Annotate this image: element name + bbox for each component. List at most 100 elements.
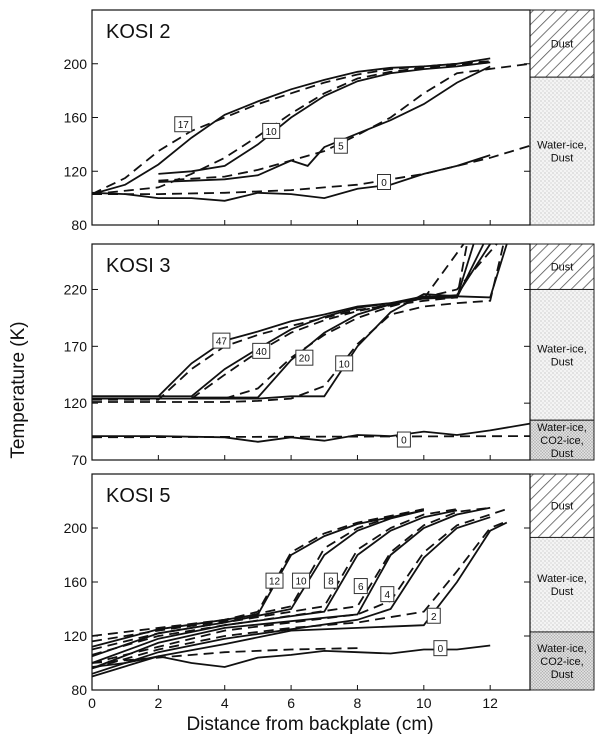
series-0: 0 (91, 144, 531, 202)
series-2: 2 (91, 520, 508, 678)
y-tick-label: 200 (64, 56, 88, 72)
series-dashed-line (190, 243, 465, 400)
series-label: 8 (328, 577, 334, 588)
x-tick-label: 2 (154, 695, 162, 711)
series-solid-line (92, 243, 475, 398)
y-tick-label: 220 (64, 281, 88, 297)
y-tick-label: 80 (71, 682, 87, 698)
series-solid-line (158, 61, 491, 175)
series-label: 0 (401, 436, 407, 447)
series-17: 17 (91, 57, 491, 195)
y-axis-label: Temperature (K) (8, 321, 29, 458)
layer-label: Dust (551, 262, 574, 274)
series-dashed-line (91, 60, 491, 195)
series-label-box (353, 578, 368, 595)
x-tick-label: 8 (354, 695, 362, 711)
series-4: 4 (91, 508, 508, 675)
series-label-box (333, 137, 348, 154)
series-20: 20 (191, 243, 498, 400)
series-label: 10 (295, 577, 307, 588)
panel-2: Dust Water-ice, Dust Water-ice, CO2-ice, Dust… (64, 243, 595, 468)
layer-3 (529, 631, 595, 691)
y-tick-label: 120 (64, 628, 88, 644)
series-solid-line (91, 644, 491, 668)
layer-1 (529, 473, 595, 538)
series-label: 0 (381, 178, 387, 189)
series-label: 6 (358, 582, 364, 593)
series-label: 20 (299, 354, 311, 365)
series-label: 10 (339, 359, 351, 370)
series-5: 5 (158, 62, 531, 183)
x-tick-label: 10 (416, 695, 432, 711)
series-dashed-line (158, 62, 531, 182)
y-tick-label: 120 (64, 163, 88, 179)
y-tick-label: 80 (71, 217, 87, 233)
y-tick-label: 70 (71, 452, 87, 468)
layer-label: Water-ice, Dust (537, 140, 587, 165)
series-dashed-line (92, 144, 531, 196)
plot-frame (91, 243, 531, 461)
series-solid-line (158, 65, 491, 183)
layer-2 (529, 536, 595, 633)
x-tick-label: 0 (88, 695, 96, 711)
series-label-box (323, 572, 338, 589)
series-0: 0 (91, 640, 491, 668)
series-label-box (212, 332, 231, 349)
y-tick-label: 160 (64, 574, 88, 590)
series-solid-line (91, 509, 458, 664)
series-label-box (292, 572, 311, 589)
series-dashed-line (224, 243, 498, 400)
series-dashed-line (91, 61, 491, 195)
layer-1 (529, 9, 595, 78)
layer-label: Dust (551, 39, 574, 51)
series-label-box (295, 349, 314, 366)
panel-title: KOSI 2 (106, 21, 170, 43)
series-label-box (265, 572, 284, 589)
series-label: 5 (338, 142, 344, 153)
y-tick-label: 200 (64, 520, 88, 536)
x-tick-label: 6 (287, 695, 295, 711)
series-dashed-line (91, 508, 424, 637)
series-solid-line (91, 154, 491, 202)
series-solid-line (91, 521, 508, 678)
series-8: 8 (91, 508, 458, 664)
series-10: 10 (91, 61, 491, 195)
series-10: 10 (91, 508, 425, 658)
panel-1: Dust Water-ice, Dust 80 120 160 200 KOSI 2 17 10 5… (64, 9, 595, 233)
panel-3: Dust Water-ice, Dust Water-ice, CO2-ice, Dust… (64, 473, 595, 698)
series-label-box (252, 342, 271, 359)
series-label-box (396, 431, 411, 448)
series-label-box (433, 640, 448, 657)
series-dashed-line (91, 508, 508, 664)
series-label-box (377, 174, 391, 190)
series-label: 2 (431, 612, 437, 623)
x-tick-label: 12 (482, 695, 498, 711)
layer-2 (529, 288, 595, 421)
series-label: 12 (269, 577, 281, 588)
series-label: 40 (256, 347, 268, 358)
series-label: 47 (216, 337, 228, 348)
series-solid-line (91, 516, 491, 675)
series-label: 0 (438, 644, 444, 655)
series-label: 4 (385, 590, 391, 601)
layer-label: Water-ice, CO2-ice, Dust (537, 643, 587, 681)
layer-3 (529, 419, 595, 461)
series-solid-line (92, 422, 531, 443)
series-solid-line (91, 509, 424, 648)
x-tick-labels: 0 2 4 6 8 10 12 (88, 695, 498, 711)
series-dashed-line (91, 508, 458, 651)
series-label-box (262, 122, 281, 139)
series-label-box (380, 586, 395, 603)
layer-2 (529, 76, 595, 226)
series-solid-line (191, 243, 491, 399)
series-solid-line (91, 506, 491, 670)
x-axis-label: Distance from backplate (cm) (186, 714, 433, 735)
layer-label: Dust (551, 501, 574, 513)
series-label: 10 (266, 127, 278, 138)
panel-title: KOSI 3 (106, 255, 170, 277)
x-tick-label: 4 (221, 695, 229, 711)
series-label-box (426, 607, 441, 624)
layer-1 (529, 243, 595, 290)
series-dashed-line (92, 243, 468, 401)
